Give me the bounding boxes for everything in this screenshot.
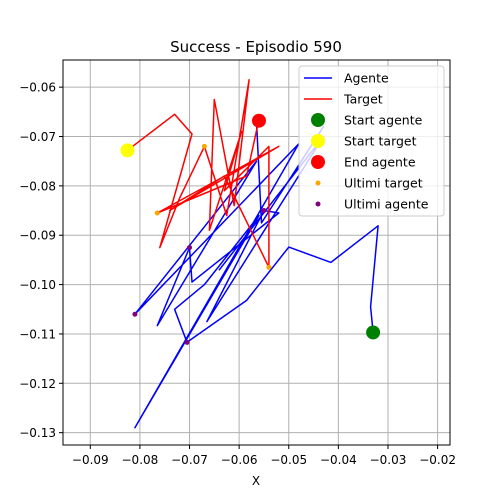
x-tick-label-2: −0.07 — [171, 453, 208, 467]
legend-label-ultimi-target: Ultimi target — [344, 176, 423, 191]
y-tick-label-1: −0.07 — [19, 130, 56, 144]
last-agent-point-0 — [132, 311, 138, 317]
x-tick-label-4: −0.05 — [270, 453, 307, 467]
legend-swatch-start-agente — [311, 113, 325, 127]
x-axis-label: X — [252, 474, 260, 488]
end-agent-marker — [251, 113, 266, 128]
y-tick-label-2: −0.08 — [19, 179, 56, 193]
legend-label-end-agente: End agente — [344, 155, 416, 170]
legend-label-ultimi-agente: Ultimi agente — [344, 197, 429, 212]
y-tick-label-3: −0.09 — [19, 229, 56, 243]
legend: Agente Target Start agente Start target End … — [298, 65, 445, 217]
last-target-point-0 — [154, 210, 160, 216]
chart-title: Success - Episodio 590 — [170, 38, 342, 56]
y-tick-label-0: −0.06 — [19, 81, 56, 95]
legend-swatch-start-target — [311, 134, 325, 148]
y-tick-label-5: −0.11 — [19, 327, 56, 341]
agent-trajectory-line — [134, 121, 379, 429]
legend-label-target: Target — [343, 92, 383, 107]
last-agent-point-3 — [261, 208, 267, 214]
y-tick-label-4: −0.10 — [19, 278, 56, 292]
legend-label-start-agente: Start agente — [344, 113, 423, 128]
y-tick-label-7: −0.13 — [19, 426, 56, 440]
target-trajectory-line — [127, 78, 280, 269]
x-tick-label-5: −0.04 — [320, 453, 357, 467]
x-tick-label-1: −0.08 — [122, 453, 159, 467]
x-tick-label-7: −0.02 — [419, 453, 456, 467]
y-tick-label-6: −0.12 — [19, 377, 56, 391]
last-target-point-2 — [266, 264, 272, 270]
legend-swatch-ultimi-target — [315, 180, 321, 186]
axes-frame — [62, 59, 451, 446]
legend-label-start-target: Start target — [344, 134, 417, 149]
legend-box — [298, 65, 445, 217]
plot-area — [120, 78, 381, 429]
start-target-marker — [120, 143, 135, 158]
start-agent-marker — [366, 325, 381, 340]
last-agent-point-2 — [184, 339, 190, 345]
last-target-point-1 — [201, 143, 207, 149]
last-agent-point-1 — [187, 245, 193, 251]
legend-swatch-ultimi-agente — [315, 201, 321, 207]
legend-swatch-end-agente — [311, 155, 325, 169]
legend-label-agente: Agente — [344, 71, 389, 86]
x-tick-label-0: −0.09 — [72, 453, 109, 467]
x-tick-label-6: −0.03 — [370, 453, 407, 467]
x-tick-label-3: −0.06 — [221, 453, 258, 467]
axis-ticks: −0.09 −0.08 −0.07 −0.06 −0.05 −0.04 −0.03 −0.02… — [19, 81, 456, 467]
